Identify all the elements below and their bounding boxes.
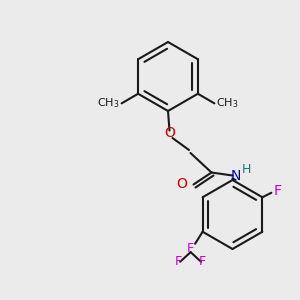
Text: H: H — [241, 163, 251, 176]
Text: CH$_3$: CH$_3$ — [217, 96, 239, 110]
Text: CH$_3$: CH$_3$ — [97, 96, 119, 110]
Text: O: O — [177, 177, 188, 190]
Text: O: O — [164, 127, 175, 140]
Text: F: F — [187, 242, 194, 255]
Text: F: F — [273, 184, 281, 198]
Text: F: F — [199, 255, 206, 268]
Text: F: F — [175, 255, 182, 268]
Text: N: N — [230, 169, 241, 182]
